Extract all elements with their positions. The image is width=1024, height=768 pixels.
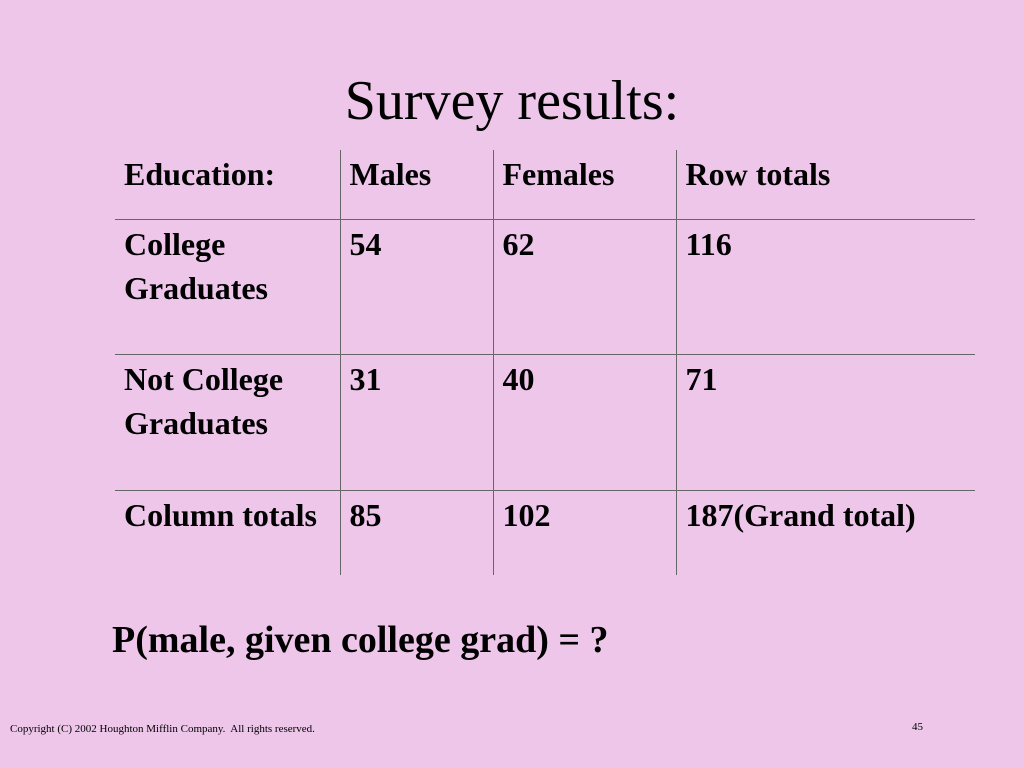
table-row: Not College Graduates 31 40 71	[115, 353, 975, 490]
row-label: Column totals	[115, 489, 340, 575]
table-row: Column totals 85 102 187(Grand total)	[115, 489, 975, 575]
slide-title: Survey results:	[344, 70, 680, 132]
header-row: Education: Males Females Row totals	[115, 150, 975, 219]
survey-table: Education: Males Females Row totals Coll…	[115, 150, 975, 575]
table-cell: 187(Grand total)	[675, 489, 975, 575]
header-cell: Education:	[124, 156, 276, 192]
table-cell: 54	[339, 218, 493, 354]
copyright: Copyright (C) 2002 Houghton Mifflin Comp…	[10, 723, 315, 735]
table-cell: 40	[492, 353, 676, 490]
row-label: Not College Graduates	[115, 353, 340, 490]
table-cell: 102	[492, 489, 676, 575]
page-number: 45	[912, 721, 923, 733]
table-cell: 71	[675, 353, 975, 490]
table-row: College Graduates 54 62 116	[115, 218, 975, 354]
question: P(male, given college grad) = ?	[112, 619, 609, 661]
table-cell: 31	[339, 353, 493, 490]
table-cell: 62	[492, 218, 676, 354]
row-label: College Graduates	[115, 218, 340, 354]
header-cell: Females	[492, 150, 676, 219]
header-cell: Row totals	[675, 150, 975, 219]
table-cell: 85	[339, 489, 493, 575]
table-cell: 116	[675, 218, 975, 354]
header-cell: Males	[339, 150, 493, 219]
